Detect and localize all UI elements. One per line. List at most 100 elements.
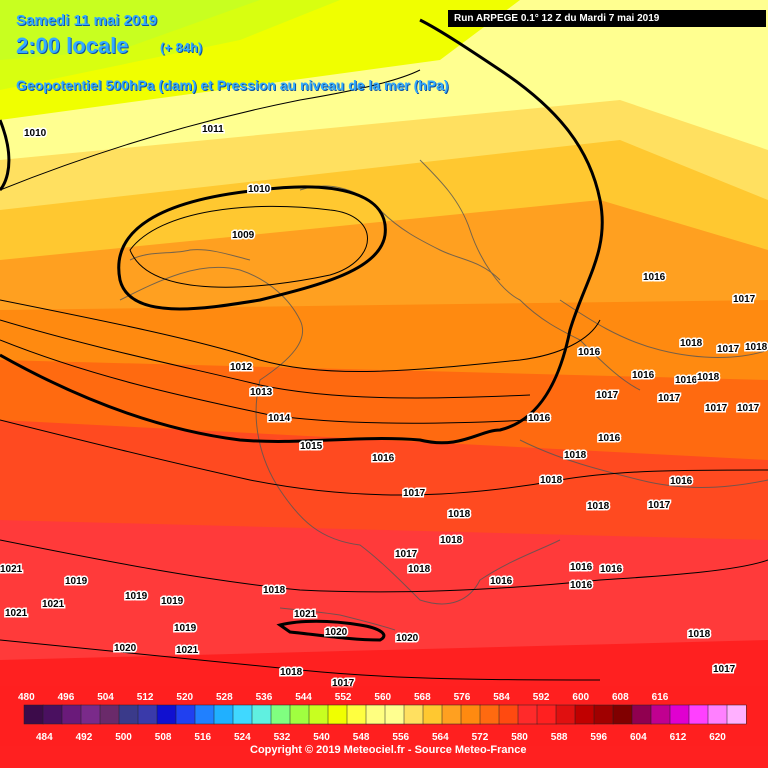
legend-top-label: 568 (414, 692, 431, 703)
isobars-bold (0, 18, 604, 642)
color-scale-legend: 480 496 504 512 520 528 536 544 552 560 568 576 584 5… (0, 686, 768, 746)
isobar-label: 1018 (448, 509, 471, 520)
legend-top-label: 576 (454, 692, 471, 703)
legend-bottom-label: 588 (551, 732, 568, 743)
legend-swatch (631, 704, 652, 725)
legend-bottom-label: 492 (76, 732, 93, 743)
legend-bottom-label: 484 (36, 732, 53, 743)
isobar-label: 1018 (540, 475, 563, 486)
legend-top-label: 536 (256, 692, 273, 703)
legend-bottom-label: 532 (274, 732, 291, 743)
isobar-label: 1018 (408, 564, 431, 575)
legend-top-label: 600 (572, 692, 589, 703)
legend-swatch (669, 704, 690, 725)
legend-swatch (479, 704, 500, 725)
legend-swatch (194, 704, 215, 725)
legend-swatch (650, 704, 671, 725)
legend-swatch (726, 704, 747, 725)
isobar-label: 1017 (596, 390, 619, 401)
isobar-label: 1019 (65, 576, 88, 587)
legend-bottom-label: 548 (353, 732, 370, 743)
isobar-label: 1019 (174, 623, 197, 634)
legend-top-label: 520 (176, 692, 193, 703)
isobar-label: 1018 (697, 372, 720, 383)
forecast-lead-time: (+ 84h) (160, 40, 203, 55)
legend-swatch (498, 704, 519, 725)
isobar-label: 1016 (578, 347, 601, 358)
isobar-label: 1017 (713, 664, 736, 675)
isobar-label: 1017 (403, 488, 426, 499)
isobar-label: 1018 (280, 667, 303, 678)
legend-swatch (612, 704, 633, 725)
isobar-label: 1017 (658, 393, 681, 404)
legend-swatch (118, 704, 139, 725)
isobar-label: 1018 (745, 342, 768, 353)
legend-top-label: 608 (612, 692, 629, 703)
forecast-local-time: 2:00 locale (16, 33, 129, 58)
isobar-label: 1017 (733, 294, 756, 305)
isobar-label: 1018 (564, 450, 587, 461)
isobar-label: 1019 (125, 591, 148, 602)
isobar-label: 1018 (688, 629, 711, 640)
legend-top-label: 504 (97, 692, 114, 703)
legend-top-label: 496 (58, 692, 75, 703)
legend-top-label: 560 (374, 692, 391, 703)
legend-swatch (441, 704, 462, 725)
isobar-label: 1014 (268, 413, 291, 424)
isobar-label: 1016 (598, 433, 621, 444)
legend-swatch (308, 704, 329, 725)
isobar-label: 1021 (0, 564, 23, 575)
legend-bottom-label: 564 (432, 732, 449, 743)
isobar-label: 1021 (176, 645, 199, 656)
isobar-label: 1009 (232, 230, 255, 241)
isobar-label: 1021 (42, 599, 65, 610)
legend-bottom-labels: 484 492 500 508 516 524 532 540 548 556 564 572 580 5… (36, 732, 726, 743)
legend-swatch (137, 704, 158, 725)
isobar-label: 1016 (528, 413, 551, 424)
model-run-info: Run ARPEGE 0.1° 12 Z du Mardi 7 mai 2019 (448, 10, 766, 27)
legend-bottom-label: 500 (115, 732, 132, 743)
legend-bottom-label: 508 (155, 732, 172, 743)
isobar-label: 1016 (570, 580, 593, 591)
isobar-label: 1016 (600, 564, 623, 575)
legend-top-label: 480 (18, 692, 35, 703)
forecast-date: Samedi 11 mai 2019 (16, 12, 157, 29)
legend-swatch (42, 704, 63, 725)
isobar-label: 1020 (114, 643, 137, 654)
isobar-label: 1020 (325, 627, 348, 638)
legend-bottom-label: 516 (194, 732, 211, 743)
legend-swatch (232, 704, 253, 725)
legend-swatch (99, 704, 120, 725)
isobar-label: 1011 (202, 124, 224, 135)
legend-swatch (156, 704, 177, 725)
isobar-label: 1016 (372, 453, 395, 464)
legend-swatch (23, 704, 44, 725)
legend-swatches (23, 704, 747, 725)
legend-swatch (61, 704, 82, 725)
isobar-label: 1021 (5, 608, 28, 619)
isobars (0, 69, 768, 681)
isobar-label: 1010 (24, 128, 47, 139)
isobar-label: 1017 (648, 500, 671, 511)
isobar-label: 1018 (680, 338, 703, 349)
legend-swatch (574, 704, 595, 725)
copyright-notice: Copyright © 2019 Meteociel.fr - Source M… (250, 744, 527, 756)
legend-swatch (403, 704, 424, 725)
legend-top-label: 592 (533, 692, 550, 703)
legend-swatch (536, 704, 557, 725)
legend-swatch (707, 704, 728, 725)
legend-bottom-label: 596 (590, 732, 607, 743)
isobar-label: 1017 (395, 549, 418, 560)
legend-bottom-label: 556 (392, 732, 409, 743)
isobar-label: 1018 (263, 585, 286, 596)
isobar-label: 1012 (230, 362, 253, 373)
isobar-label: 1010 (248, 184, 271, 195)
legend-swatch (422, 704, 443, 725)
isobar-label: 1018 (587, 501, 610, 512)
isobar-label: 1017 (737, 403, 760, 414)
legend-top-label: 528 (216, 692, 233, 703)
legend-swatch (270, 704, 291, 725)
legend-swatch (80, 704, 101, 725)
